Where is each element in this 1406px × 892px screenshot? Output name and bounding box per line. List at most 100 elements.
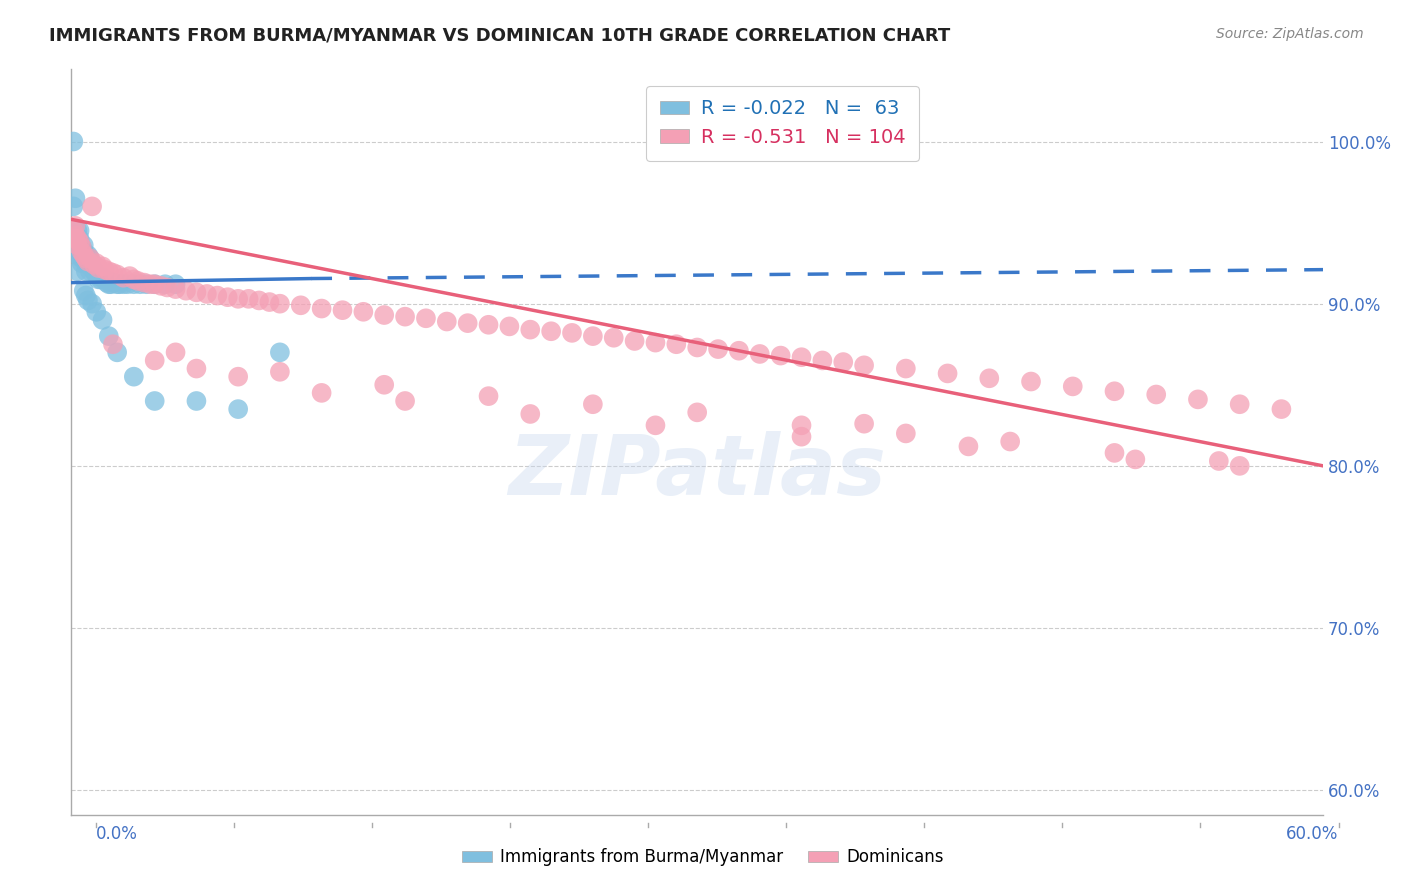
Point — [195, 287, 218, 301]
Point — [415, 311, 437, 326]
Point — [117, 277, 139, 292]
Point — [728, 343, 751, 358]
Point — [665, 337, 688, 351]
Point — [87, 272, 110, 286]
Point — [77, 248, 100, 262]
Text: 60.0%: 60.0% — [1286, 825, 1339, 843]
Point — [290, 298, 312, 312]
Point — [100, 277, 122, 292]
Point — [79, 252, 101, 266]
Point — [832, 355, 855, 369]
Point — [853, 417, 876, 431]
Point — [97, 277, 120, 292]
Point — [134, 276, 156, 290]
Point — [70, 252, 93, 266]
Point — [66, 224, 89, 238]
Point — [998, 434, 1021, 449]
Point — [186, 361, 208, 376]
Point — [149, 278, 172, 293]
Point — [582, 397, 605, 411]
Point — [97, 264, 120, 278]
Point — [1187, 392, 1209, 407]
Point — [186, 285, 208, 300]
Point — [269, 296, 291, 310]
Point — [73, 284, 96, 298]
Point — [582, 329, 605, 343]
Point — [644, 418, 666, 433]
Point — [66, 264, 89, 278]
Point — [65, 219, 87, 233]
Point — [226, 369, 249, 384]
Point — [477, 389, 499, 403]
Point — [143, 353, 166, 368]
Point — [686, 405, 709, 419]
Point — [352, 305, 374, 319]
Point — [540, 324, 562, 338]
Point — [979, 371, 1001, 385]
Point — [82, 296, 104, 310]
Point — [105, 345, 128, 359]
Point — [1270, 402, 1292, 417]
Point — [269, 365, 291, 379]
Point — [82, 260, 104, 275]
Point — [91, 260, 114, 274]
Point — [69, 244, 91, 259]
Point — [79, 264, 101, 278]
Point — [603, 331, 626, 345]
Point — [118, 269, 141, 284]
Point — [957, 439, 980, 453]
Point — [457, 316, 479, 330]
Point — [62, 240, 84, 254]
Point — [1144, 387, 1167, 401]
Point — [69, 232, 91, 246]
Point — [247, 293, 270, 308]
Point — [84, 305, 107, 319]
Text: 0.0%: 0.0% — [96, 825, 138, 843]
Point — [311, 301, 333, 316]
Point — [936, 367, 959, 381]
Point — [790, 350, 813, 364]
Point — [1104, 446, 1126, 460]
Point — [217, 290, 239, 304]
Point — [477, 318, 499, 332]
Text: IMMIGRANTS FROM BURMA/MYANMAR VS DOMINICAN 10TH GRADE CORRELATION CHART: IMMIGRANTS FROM BURMA/MYANMAR VS DOMINIC… — [49, 27, 950, 45]
Point — [1125, 452, 1147, 467]
Point — [96, 276, 118, 290]
Point — [623, 334, 645, 348]
Point — [62, 224, 84, 238]
Point — [129, 277, 152, 292]
Point — [790, 418, 813, 433]
Point — [174, 284, 197, 298]
Point — [77, 256, 100, 270]
Point — [77, 293, 100, 308]
Point — [790, 430, 813, 444]
Point — [87, 260, 110, 275]
Point — [69, 224, 91, 238]
Legend: Immigrants from Burma/Myanmar, Dominicans: Immigrants from Burma/Myanmar, Dominican… — [456, 842, 950, 873]
Point — [62, 135, 84, 149]
Point — [139, 277, 162, 292]
Point — [498, 319, 520, 334]
Point — [135, 277, 157, 292]
Point — [93, 262, 115, 277]
Point — [105, 277, 128, 292]
Point — [75, 288, 97, 302]
Point — [122, 369, 145, 384]
Point — [394, 310, 416, 324]
Point — [165, 345, 187, 359]
Point — [79, 252, 101, 266]
Point — [70, 240, 93, 254]
Point — [373, 377, 395, 392]
Point — [238, 292, 260, 306]
Point — [108, 277, 131, 292]
Point — [122, 272, 145, 286]
Point — [153, 277, 176, 292]
Point — [70, 240, 93, 254]
Point — [207, 288, 229, 302]
Point — [186, 394, 208, 409]
Point — [311, 385, 333, 400]
Point — [853, 359, 876, 373]
Point — [89, 272, 111, 286]
Point — [519, 323, 541, 337]
Point — [519, 407, 541, 421]
